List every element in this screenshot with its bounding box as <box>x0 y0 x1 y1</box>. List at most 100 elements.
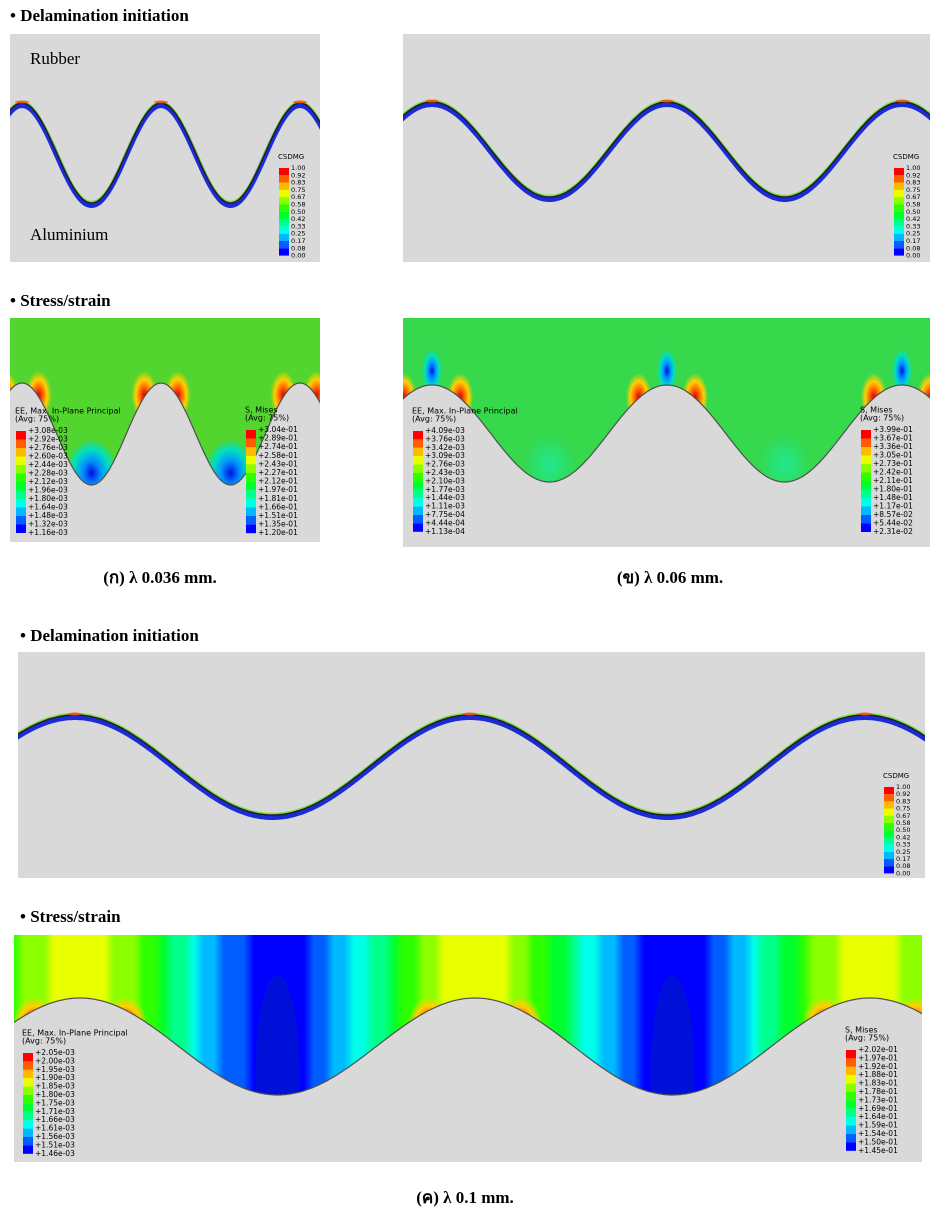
legend-title: CSDMG <box>278 153 304 161</box>
legend-swatch <box>894 226 904 233</box>
legend-swatch <box>23 1078 33 1086</box>
legend-swatch <box>246 456 256 465</box>
legend-swatch <box>894 234 904 241</box>
legend-swatch <box>861 507 871 516</box>
legend-swatch <box>413 465 423 473</box>
legend-swatch <box>846 1134 856 1142</box>
legend-swatch <box>23 1061 33 1069</box>
legend-swatch <box>279 183 289 190</box>
legend-swatch <box>23 1070 33 1078</box>
legend-swatch <box>413 490 423 498</box>
legend-swatch <box>413 456 423 464</box>
legend-swatch <box>23 1112 33 1120</box>
legend-swatch <box>894 197 904 204</box>
legend-swatch <box>884 794 894 801</box>
legend-swatch <box>16 448 26 457</box>
legend-swatch <box>413 439 423 447</box>
legend-swatch <box>413 523 423 531</box>
legend-swatch <box>23 1095 33 1103</box>
legend-swatch <box>413 431 423 439</box>
legend-swatch <box>894 168 904 175</box>
legend-swatch <box>861 439 871 448</box>
legend-swatch <box>16 465 26 474</box>
legend-swatch <box>279 248 289 255</box>
stress-plot <box>391 318 930 547</box>
legend-swatch <box>279 197 289 204</box>
legend-swatch <box>279 226 289 233</box>
legend-title: (Avg: 75%) <box>245 414 289 423</box>
legend-swatch <box>246 499 256 508</box>
legend-swatch <box>279 241 289 248</box>
legend-label: +1.46e-03 <box>35 1149 75 1158</box>
legend-swatch <box>279 190 289 197</box>
damage-peak <box>858 713 872 716</box>
legend-swatch <box>413 498 423 506</box>
legend-label: 0.00 <box>906 252 920 260</box>
legend-swatch <box>246 482 256 491</box>
legend-swatch <box>884 845 894 852</box>
legend-title: CSDMG <box>883 772 909 780</box>
stress-plot <box>10 935 930 1175</box>
legend-swatch <box>279 168 289 175</box>
legend-swatch <box>23 1145 33 1153</box>
plot-background <box>18 652 925 878</box>
legend-swatch <box>846 1084 856 1092</box>
delamination-plot <box>399 34 930 262</box>
legend-swatch <box>846 1075 856 1083</box>
legend-swatch <box>884 809 894 816</box>
caption: (ค) λ 0.1 mm. <box>416 1188 514 1207</box>
caption: (ข) λ 0.06 mm. <box>617 568 723 587</box>
legend-swatch <box>884 816 894 823</box>
legend-swatch <box>16 474 26 483</box>
legend-swatch <box>894 190 904 197</box>
legend-swatch <box>894 183 904 190</box>
legend-swatch <box>16 457 26 466</box>
material-label: Rubber <box>30 49 80 68</box>
damage-peak <box>660 100 674 103</box>
legend-swatch <box>16 440 26 449</box>
legend-swatch <box>884 823 894 830</box>
plot-background <box>403 34 930 262</box>
legend-swatch <box>884 837 894 844</box>
legend-swatch <box>246 473 256 482</box>
legend-swatch <box>894 212 904 219</box>
legend-swatch <box>413 481 423 489</box>
legend-swatch <box>861 464 871 473</box>
caption: (ก) λ 0.036 mm. <box>103 568 217 587</box>
legend-swatch <box>846 1058 856 1066</box>
legend-label: 0.00 <box>291 252 305 260</box>
legend-swatch <box>246 516 256 525</box>
legend-label: +1.16e-03 <box>28 528 68 537</box>
legend-title: (Avg: 75%) <box>845 1034 889 1043</box>
legend-swatch <box>16 482 26 491</box>
legend-swatch <box>846 1109 856 1117</box>
legend-swatch <box>23 1053 33 1061</box>
legend-label: +1.45e-01 <box>858 1146 898 1155</box>
legend-title: (Avg: 75%) <box>22 1037 66 1046</box>
legend-swatch <box>861 447 871 456</box>
legend-swatch <box>23 1137 33 1145</box>
legend-swatch <box>413 507 423 515</box>
legend-title: CSDMG <box>893 153 919 161</box>
legend-swatch <box>413 473 423 481</box>
legend-swatch <box>246 447 256 456</box>
heading: • Stress/strain <box>20 907 121 926</box>
legend-swatch <box>894 219 904 226</box>
heading: • Delamination initiation <box>10 6 189 25</box>
legend-swatch <box>246 430 256 439</box>
legend-swatch <box>16 499 26 508</box>
legend-swatch <box>894 248 904 255</box>
heading: • Stress/strain <box>10 291 111 310</box>
legend-swatch <box>279 234 289 241</box>
legend-swatch <box>894 205 904 212</box>
legend-swatch <box>861 515 871 524</box>
legend-swatch <box>246 439 256 448</box>
legend-swatch <box>846 1142 856 1150</box>
material-label: Aluminium <box>30 225 108 244</box>
damage-peak <box>68 713 82 716</box>
legend-swatch <box>246 525 256 534</box>
legend-swatch <box>413 448 423 456</box>
legend-swatch <box>861 498 871 507</box>
contour-cold <box>344 439 396 507</box>
legend-swatch <box>16 431 26 440</box>
